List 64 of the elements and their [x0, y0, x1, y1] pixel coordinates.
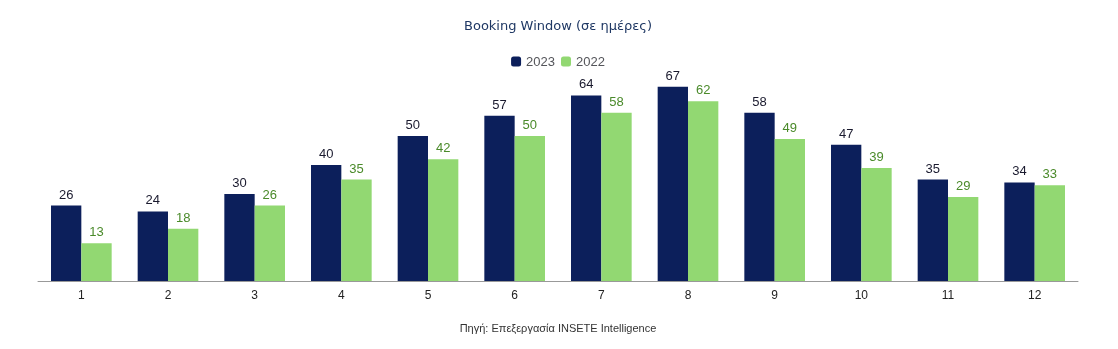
x-tick-label: 7 — [597, 288, 605, 302]
data-label: 57 — [492, 96, 507, 112]
bar — [744, 112, 775, 281]
x-tick-label: 12 — [1027, 288, 1042, 302]
bar — [514, 136, 545, 281]
bar — [1004, 182, 1035, 281]
data-label: 30 — [232, 175, 247, 190]
bar — [397, 136, 428, 281]
bar — [341, 179, 372, 281]
data-label: 62 — [695, 82, 711, 98]
bar — [51, 205, 82, 281]
data-label: 58 — [609, 93, 624, 109]
chart-title: Booking Window (σε ημέρες) — [464, 18, 652, 33]
data-label: 50 — [405, 117, 421, 132]
bar — [224, 194, 255, 281]
bar — [688, 101, 719, 281]
bar — [168, 228, 199, 281]
data-label: 24 — [145, 192, 161, 208]
bar — [484, 115, 515, 281]
data-label: 50 — [522, 117, 538, 132]
data-label: 34 — [1012, 163, 1027, 179]
data-label: 26 — [58, 186, 74, 202]
bar — [917, 179, 948, 281]
x-tick-label: 2 — [164, 288, 172, 302]
data-label: 39 — [869, 148, 884, 164]
x-tick-label: 5 — [424, 288, 432, 302]
data-label: 42 — [435, 140, 451, 156]
data-label: 26 — [262, 186, 278, 202]
x-tick-label: 3 — [251, 288, 259, 302]
bar — [948, 196, 979, 281]
bar — [428, 159, 459, 281]
data-label: 49 — [782, 119, 798, 135]
legend-label: 2023 — [526, 54, 555, 69]
data-label: 64 — [578, 76, 594, 92]
bar — [861, 167, 892, 281]
x-tick-label: 10 — [854, 288, 869, 302]
x-tick-label: 6 — [511, 288, 519, 302]
data-label: 40 — [318, 146, 334, 161]
x-tick-label: 4 — [337, 288, 345, 302]
bar — [1034, 185, 1065, 281]
legend-label: 2022 — [576, 54, 605, 69]
bar — [657, 86, 688, 281]
data-label: 29 — [955, 177, 971, 193]
data-label: 35 — [925, 160, 941, 176]
data-label: 67 — [665, 67, 681, 83]
data-label: 33 — [1042, 166, 1058, 182]
bar — [311, 165, 342, 281]
x-tick-label: 9 — [771, 288, 779, 302]
data-label: 18 — [175, 209, 191, 225]
bar — [81, 243, 112, 281]
x-tick-label: 1 — [77, 288, 85, 302]
data-label: 13 — [89, 224, 104, 240]
bar — [571, 95, 602, 281]
data-label: 35 — [349, 160, 364, 176]
bar — [774, 138, 805, 281]
bar — [601, 112, 632, 281]
data-label: 47 — [838, 125, 854, 141]
x-tick-label: 8 — [684, 288, 692, 302]
bar — [137, 211, 168, 281]
bar — [254, 205, 285, 281]
x-tick-label: 11 — [941, 288, 955, 302]
bar — [831, 144, 862, 281]
text: Πηγή: Επεξεργασία INSETE Intelligence — [459, 321, 657, 334]
data-label: 58 — [752, 93, 767, 109]
